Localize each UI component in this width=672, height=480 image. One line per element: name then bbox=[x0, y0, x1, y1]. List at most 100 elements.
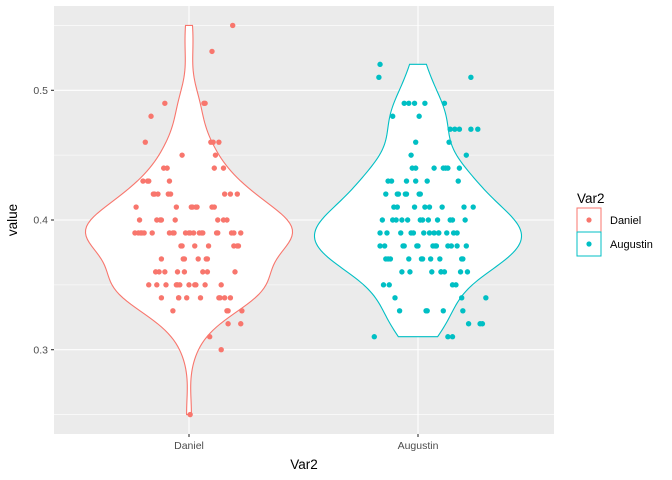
point-daniel-71 bbox=[135, 230, 142, 236]
point-augustin-77 bbox=[464, 269, 471, 275]
point-augustin-86 bbox=[413, 178, 419, 184]
point-daniel-103 bbox=[174, 269, 181, 275]
point-daniel-104 bbox=[181, 256, 188, 262]
point-augustin-114 bbox=[413, 139, 419, 145]
point-augustin-23 bbox=[429, 269, 435, 275]
point-daniel-101 bbox=[154, 282, 160, 288]
point-daniel-70 bbox=[238, 321, 244, 327]
point-augustin-33 bbox=[452, 126, 458, 132]
point-augustin-39 bbox=[465, 321, 472, 327]
point-augustin-37 bbox=[461, 204, 467, 210]
point-augustin-79 bbox=[383, 191, 389, 197]
point-daniel-57 bbox=[195, 256, 201, 262]
point-augustin-91 bbox=[436, 230, 442, 236]
point-daniel-80 bbox=[173, 204, 180, 210]
point-augustin-57 bbox=[418, 256, 425, 262]
point-augustin-104 bbox=[438, 269, 444, 275]
point-augustin-40 bbox=[377, 230, 383, 236]
point-augustin-69 bbox=[446, 139, 452, 145]
point-daniel-79 bbox=[170, 308, 176, 314]
violin-augustin bbox=[313, 63, 523, 338]
point-augustin-78 bbox=[379, 217, 386, 223]
point-augustin-7 bbox=[392, 295, 398, 301]
point-daniel-77 bbox=[162, 269, 168, 275]
point-augustin-61 bbox=[427, 256, 434, 262]
point-augustin-76 bbox=[462, 217, 468, 223]
point-daniel-65 bbox=[220, 165, 227, 171]
point-daniel-72 bbox=[141, 230, 147, 236]
point-daniel-83 bbox=[181, 269, 188, 275]
jitter-points bbox=[132, 22, 489, 418]
point-daniel-85 bbox=[190, 230, 197, 236]
point-daniel-97 bbox=[227, 191, 234, 197]
point-augustin-99 bbox=[406, 100, 412, 106]
point-daniel-4 bbox=[148, 113, 154, 119]
y-tick-label-0: 0.3 bbox=[33, 344, 48, 356]
point-augustin-103 bbox=[424, 308, 430, 314]
point-daniel-29 bbox=[221, 191, 228, 197]
point-augustin-115 bbox=[447, 126, 453, 132]
point-augustin-83 bbox=[399, 269, 405, 275]
point-daniel-10 bbox=[166, 178, 173, 184]
legend-label-daniel: Daniel bbox=[610, 215, 641, 227]
point-augustin-112 bbox=[376, 74, 382, 81]
legend-title: Var2 bbox=[577, 191, 605, 206]
point-augustin-74 bbox=[457, 269, 464, 275]
point-daniel-111 bbox=[225, 321, 231, 327]
point-augustin-10 bbox=[399, 217, 405, 223]
point-augustin-100 bbox=[411, 100, 418, 106]
point-augustin-73 bbox=[455, 178, 461, 184]
point-augustin-43 bbox=[386, 282, 392, 288]
point-daniel-102 bbox=[158, 295, 165, 301]
point-daniel-106 bbox=[200, 269, 206, 275]
point-augustin-13 bbox=[406, 256, 412, 262]
x-tick-label-0: Daniel bbox=[174, 440, 204, 452]
point-daniel-81 bbox=[175, 295, 182, 301]
violin-daniel bbox=[84, 24, 294, 416]
point-daniel-44 bbox=[161, 165, 167, 171]
y-tick-label-2: 0.5 bbox=[33, 85, 48, 97]
point-augustin-70 bbox=[448, 243, 455, 249]
point-augustin-14 bbox=[408, 152, 414, 158]
point-daniel-74 bbox=[150, 191, 157, 197]
point-augustin-94 bbox=[449, 217, 456, 223]
point-augustin-119 bbox=[479, 321, 486, 327]
point-daniel-67 bbox=[227, 295, 234, 301]
point-daniel-35 bbox=[133, 204, 139, 210]
point-daniel-49 bbox=[173, 282, 180, 288]
point-daniel-78 bbox=[166, 230, 173, 236]
point-daniel-86 bbox=[193, 204, 199, 210]
point-daniel-28 bbox=[218, 347, 224, 353]
point-augustin-102 bbox=[419, 217, 426, 223]
point-daniel-108 bbox=[211, 204, 217, 210]
point-daniel-42 bbox=[156, 269, 162, 275]
point-daniel-84 bbox=[186, 282, 192, 288]
point-augustin-101 bbox=[416, 113, 422, 119]
point-augustin-66 bbox=[439, 204, 445, 210]
point-augustin-63 bbox=[432, 243, 438, 249]
point-augustin-93 bbox=[445, 165, 451, 171]
point-augustin-97 bbox=[463, 243, 469, 249]
point-augustin-84 bbox=[403, 191, 410, 197]
x-tick-label-1: Augustin bbox=[398, 440, 439, 452]
point-daniel-34 bbox=[239, 308, 245, 314]
point-daniel-66 bbox=[224, 308, 230, 314]
point-daniel-99 bbox=[234, 243, 240, 249]
point-daniel-40 bbox=[149, 230, 155, 236]
point-daniel-68 bbox=[231, 230, 237, 236]
point-augustin-116 bbox=[468, 74, 474, 81]
point-daniel-24 bbox=[207, 334, 213, 340]
point-daniel-2 bbox=[140, 178, 146, 184]
point-augustin-45 bbox=[391, 204, 397, 210]
point-daniel-64 bbox=[217, 295, 223, 301]
point-augustin-56 bbox=[416, 191, 422, 197]
point-augustin-85 bbox=[408, 230, 414, 236]
point-augustin-105 bbox=[441, 100, 448, 106]
point-augustin-1 bbox=[377, 243, 383, 249]
point-daniel-61 bbox=[208, 139, 214, 145]
legend-label-augustin: Augustin bbox=[610, 239, 653, 251]
point-daniel-90 bbox=[205, 243, 212, 249]
point-augustin-81 bbox=[390, 217, 396, 223]
point-augustin-35 bbox=[456, 165, 463, 171]
point-daniel-105 bbox=[192, 282, 198, 288]
